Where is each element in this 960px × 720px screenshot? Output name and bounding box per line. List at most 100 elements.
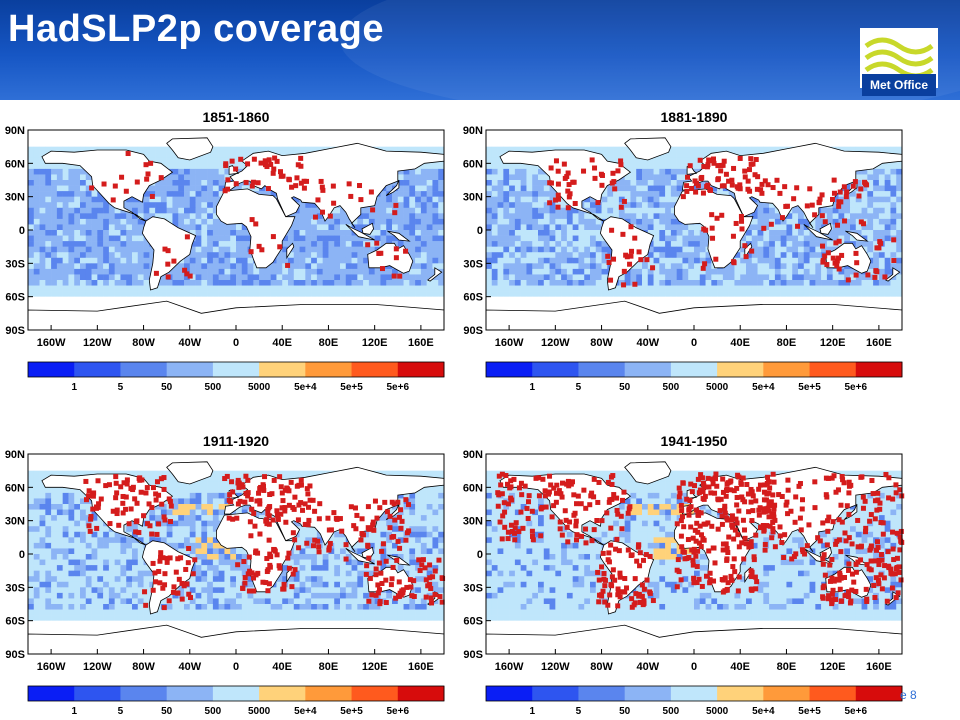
coverage-cell <box>241 241 248 247</box>
coverage-cell <box>786 230 793 236</box>
coverage-cell <box>126 202 133 209</box>
coverage-cell <box>896 174 903 181</box>
coverage-cell <box>155 296 162 303</box>
coverage-cell <box>420 196 427 203</box>
coverage-cell <box>873 141 880 147</box>
coverage-cell <box>322 274 329 281</box>
coverage-cell <box>520 274 527 281</box>
coverage-cell <box>896 141 903 147</box>
coverage-cell <box>676 252 683 259</box>
coverage-cell <box>561 257 568 264</box>
coverage-cell <box>543 202 550 209</box>
coverage-cell <box>653 213 660 220</box>
coverage-cell <box>613 213 620 220</box>
coverage-cell <box>357 268 364 275</box>
coverage-cell <box>230 224 237 231</box>
coverage-cell <box>636 263 643 270</box>
coverage-cell <box>809 296 816 303</box>
coverage-cell <box>520 230 527 236</box>
coverage-cell <box>426 146 433 153</box>
coverage-cell <box>293 268 300 275</box>
coverage-cell <box>751 285 758 292</box>
coverage-cell <box>514 263 521 270</box>
coverage-cell <box>503 296 510 303</box>
coverage-cell <box>305 296 312 303</box>
coverage-cell <box>357 130 364 136</box>
coverage-cell <box>74 191 81 197</box>
coverage-cell <box>224 235 231 242</box>
coverage-cell <box>751 280 758 286</box>
coverage-cell <box>80 180 87 186</box>
coverage-cell <box>189 241 196 247</box>
coverage-cell <box>538 174 545 181</box>
coverage-cell <box>497 196 504 203</box>
coverage-cell <box>855 280 862 286</box>
coverage-cell <box>486 218 493 225</box>
coverage-cell <box>178 285 185 292</box>
coverage-cell <box>740 268 747 275</box>
station-marker <box>249 183 255 189</box>
coverage-cell <box>149 185 156 192</box>
coverage-cell <box>368 246 375 253</box>
coverage-cell <box>432 252 439 259</box>
coverage-cell <box>189 246 196 253</box>
coverage-cell <box>80 296 87 303</box>
coverage-cell <box>844 274 851 281</box>
coverage-cell <box>647 224 654 231</box>
coverage-cell <box>896 207 903 214</box>
coverage-cell <box>734 252 741 259</box>
coverage-cell <box>532 252 539 259</box>
coverage-cell <box>91 246 98 253</box>
coverage-cell <box>293 235 300 242</box>
coverage-cell <box>509 130 516 136</box>
coverage-cell <box>51 252 58 259</box>
coverage-cell <box>51 168 58 175</box>
coverage-cell <box>798 235 805 242</box>
coverage-cell <box>538 274 545 281</box>
coverage-cell <box>259 135 266 142</box>
coverage-cell <box>878 196 885 203</box>
coverage-cell <box>532 174 539 181</box>
coverage-cell <box>218 163 225 170</box>
coverage-cell <box>253 146 260 153</box>
coverage-cell <box>103 213 110 220</box>
coverage-cell <box>160 280 167 286</box>
coverage-cell <box>97 207 104 214</box>
coverage-cell <box>566 274 573 281</box>
coverage-cell <box>659 224 666 231</box>
coverage-cell <box>426 224 433 231</box>
coverage-cell <box>108 252 115 259</box>
coverage-cell <box>97 202 104 209</box>
coverage-cell <box>642 280 649 286</box>
coverage-cell <box>311 146 318 153</box>
coverage-cell <box>757 202 764 209</box>
coverage-cell <box>380 296 387 303</box>
coverage-cell <box>815 274 822 281</box>
coverage-cell <box>722 274 729 281</box>
coverage-cell <box>420 257 427 264</box>
coverage-cell <box>392 280 399 286</box>
coverage-cell <box>590 252 597 259</box>
coverage-cell <box>207 274 214 281</box>
coverage-cell <box>497 152 504 159</box>
coverage-cell <box>241 130 248 136</box>
coverage-cell <box>340 241 347 247</box>
coverage-cell <box>230 185 237 192</box>
coverage-cell <box>803 263 810 270</box>
coverage-cell <box>861 296 868 303</box>
coverage-cell <box>28 191 35 197</box>
coverage-cell <box>613 291 620 297</box>
station-marker <box>266 157 272 163</box>
coverage-cell <box>120 135 127 142</box>
coverage-cell <box>618 285 625 292</box>
coverage-cell <box>514 202 521 209</box>
coverage-cell <box>51 218 58 225</box>
coverage-cell <box>438 302 445 309</box>
coverage-cell <box>166 152 173 159</box>
coverage-cell <box>520 168 527 175</box>
coverage-cell <box>792 218 799 225</box>
coverage-cell <box>438 191 445 197</box>
coverage-cell <box>590 130 597 136</box>
coverage-cell <box>363 263 370 270</box>
coverage-cell <box>189 218 196 225</box>
